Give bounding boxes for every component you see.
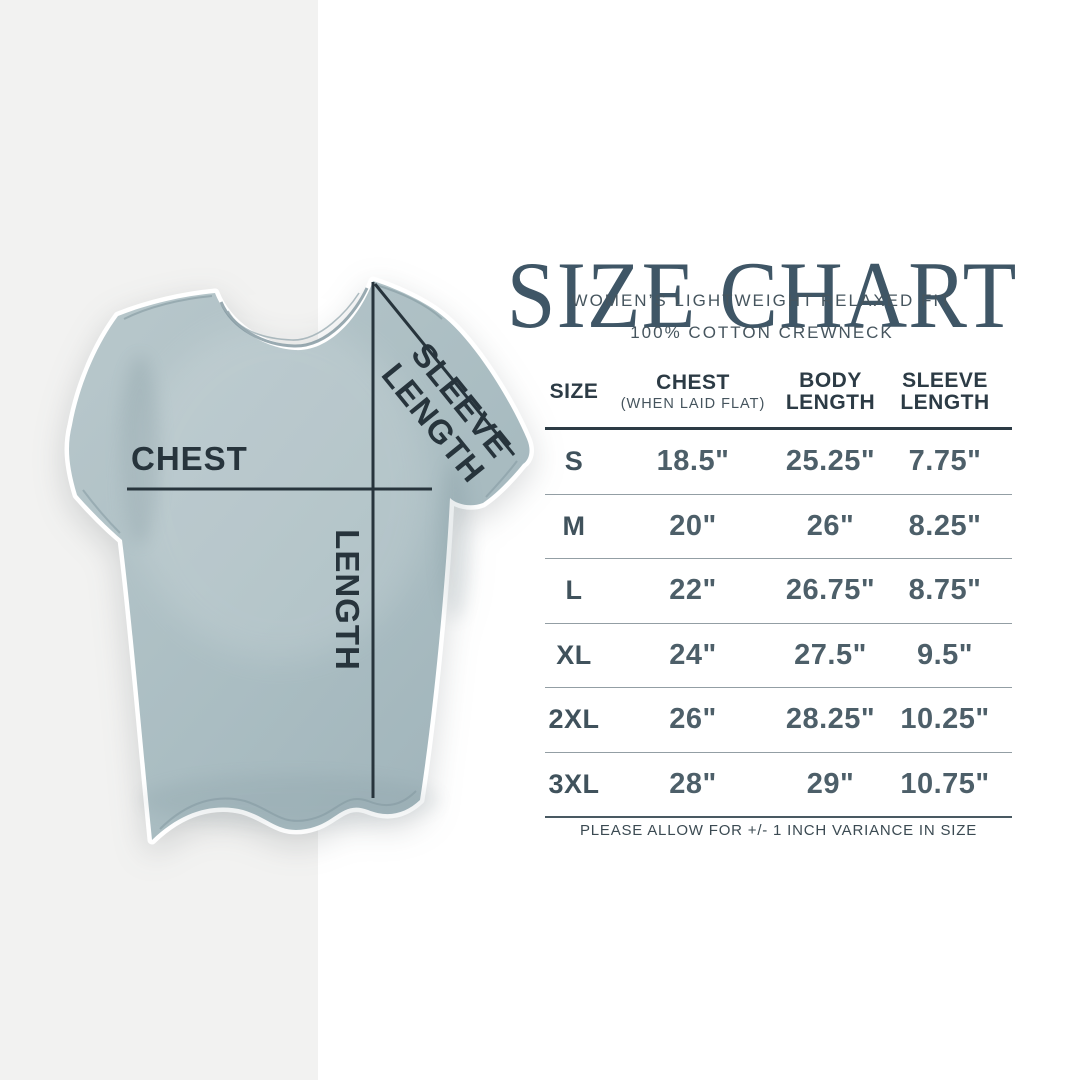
table-row-m: M 20" 26" 8.25" — [545, 495, 1012, 559]
tshirt-photo-diagram — [64, 276, 535, 845]
sleeve-length-cell: 7.75" — [908, 445, 982, 478]
hem-seam — [159, 790, 417, 830]
size-cell: 2XL — [548, 704, 600, 735]
body-length-cell: 28.25" — [785, 703, 876, 736]
left-cuff-seam — [82, 489, 121, 534]
sleeve-length-cell: 8.25" — [908, 509, 982, 542]
chest-cell: 24" — [669, 638, 717, 671]
collar-seam — [219, 287, 369, 348]
table-row-3xl: 3XL 28" 29" 10.75" — [545, 753, 1012, 818]
chest-cell: 18.5" — [656, 445, 730, 478]
variance-note: PLEASE ALLOW FOR +/- 1 INCH VARIANCE IN … — [579, 822, 978, 839]
header-body-length: BODY LENGTH — [785, 368, 876, 414]
sleeve-measure-line — [373, 283, 516, 456]
size-table-header-row: SIZE CHEST (WHEN LAID FLAT) BODY LENGTH … — [545, 364, 1012, 430]
header-sleeve-length: SLEEVE LENGTH — [900, 368, 990, 414]
sleeve-length-cell: 10.25" — [900, 703, 990, 736]
left-shoulder-seam — [123, 295, 213, 320]
size-cell: XL — [556, 639, 592, 670]
sleeve-length-cell: 9.5" — [916, 638, 974, 671]
table-row-xl: XL 24" 27.5" 9.5" — [545, 624, 1012, 688]
collar-stitch — [227, 292, 360, 341]
right-cuff-seam — [485, 460, 518, 498]
right-shoulder-seam — [375, 284, 443, 320]
body-length-cell: 26.75" — [785, 574, 876, 607]
header-chest: CHEST (WHEN LAID FLAT) — [603, 370, 783, 412]
header-chest-title: CHEST — [656, 370, 730, 394]
table-row-l: L 22" 26.75" 8.75" — [545, 559, 1012, 624]
table-row-s: S 18.5" 25.25" 7.75" — [545, 430, 1012, 495]
size-cell: M — [562, 510, 586, 541]
size-table: SIZE CHEST (WHEN LAID FLAT) BODY LENGTH … — [545, 364, 1012, 818]
body-length-cell: 26" — [806, 509, 855, 542]
size-cell: L — [565, 575, 583, 606]
subtitle-fit: WOMEN’S LIGHTWEIGHT RELAXED FIT — [571, 291, 953, 310]
size-cell: S — [564, 446, 584, 477]
body-length-cell: 29" — [806, 767, 855, 800]
header-chest-note: (WHEN LAID FLAT) — [620, 395, 766, 412]
page-title: SIZE CHART — [506, 243, 1018, 349]
header-size: SIZE — [549, 379, 599, 403]
chest-cell: 20" — [669, 509, 717, 542]
size-cell: 3XL — [548, 768, 600, 799]
body-length-cell: 25.25" — [785, 445, 876, 478]
sleeve-length-cell: 8.75" — [908, 574, 982, 607]
chest-cell: 28" — [669, 767, 717, 800]
table-row-2xl: 2XL 26" 28.25" 10.25" — [545, 688, 1012, 753]
chest-cell: 26" — [669, 703, 717, 736]
chest-cell: 22" — [669, 574, 717, 607]
body-length-cell: 27.5" — [794, 638, 867, 671]
chest-measure-label: CHEST — [131, 440, 248, 477]
length-measure-label: LENGTH — [329, 529, 367, 671]
subtitle-material: 100% COTTON CREWNECK — [630, 323, 894, 342]
sleeve-length-cell: 10.75" — [900, 767, 990, 800]
